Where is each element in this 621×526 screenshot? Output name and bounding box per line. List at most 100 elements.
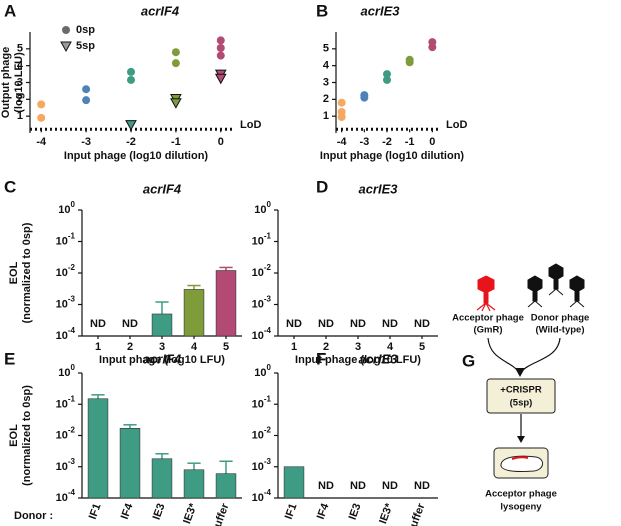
tick-base: 10	[56, 398, 68, 410]
y-tick-label: 3	[323, 76, 329, 88]
x-tick-label: IE3*	[181, 501, 200, 525]
y-tick-label: 10-2	[252, 263, 272, 279]
tick-exp: -1	[264, 394, 272, 403]
tick-base: 10	[254, 204, 266, 216]
y-tick-label: 2	[323, 93, 329, 105]
value-label: ND	[350, 318, 366, 330]
tick-exp: -1	[264, 232, 272, 241]
x-tick-label: -3	[359, 136, 369, 148]
tick-base: 10	[56, 461, 68, 473]
x-tick-label: 4	[387, 341, 394, 353]
x-tick-label: Buffer	[209, 501, 232, 526]
x-tick-label: IE3*	[377, 501, 396, 525]
x-tick-label: 0	[429, 136, 435, 148]
y-tick-label: 10-2	[56, 426, 76, 442]
x-tick-label: 3	[159, 341, 165, 353]
value-label: ND	[286, 318, 302, 330]
tick-exp: 0	[71, 363, 76, 372]
x-tick-label: IF4	[119, 501, 136, 521]
tick-base: 10	[56, 492, 68, 504]
point	[216, 36, 225, 45]
chart-title: acrIF4	[143, 181, 182, 196]
bar	[87, 398, 109, 499]
point	[170, 98, 182, 109]
y-tick-label: 100	[254, 200, 271, 216]
y-tick-label: 5	[323, 43, 329, 55]
y-tick-label: 10-1	[56, 232, 76, 248]
tick-base: 10	[252, 330, 264, 342]
point	[171, 59, 180, 68]
point	[383, 75, 391, 84]
point	[82, 85, 91, 94]
donor-label: Donor phage	[531, 313, 590, 324]
point	[337, 113, 346, 122]
tick-base: 10	[254, 367, 266, 379]
y-tick-label: 3	[17, 76, 23, 88]
tick-exp: 0	[71, 200, 76, 209]
y-tick-label: 4	[323, 60, 330, 72]
chart-title: acrIE3	[358, 351, 398, 366]
tick-base: 10	[58, 204, 70, 216]
x-tick-label: IF1	[283, 502, 300, 521]
y-tick-label: 10-4	[56, 326, 76, 342]
point	[171, 48, 180, 57]
x-tick-label: Buffer	[405, 501, 428, 526]
x-tick-label: -4	[337, 136, 348, 148]
x-tick-label: 2	[323, 341, 329, 353]
x-axis-label: Input phage (log10 dilution)	[64, 150, 209, 162]
legend-marker	[60, 41, 72, 53]
tick-exp: -3	[68, 457, 76, 466]
point	[37, 100, 46, 109]
tick-exp: -1	[68, 394, 76, 403]
tick-base: 10	[252, 492, 264, 504]
point	[37, 113, 46, 122]
point	[405, 58, 414, 67]
x-tick-label: IF1	[87, 502, 104, 521]
tick-exp: -2	[68, 426, 76, 435]
tick-base: 10	[58, 367, 70, 379]
crispr-label: (5sp)	[510, 398, 533, 409]
value-label: ND	[318, 480, 334, 492]
y-tick-label: 10-4	[252, 488, 272, 504]
tick-base: 10	[56, 235, 68, 247]
value-label: ND	[414, 480, 430, 492]
x-tick-label: 4	[191, 341, 198, 353]
bar	[215, 270, 237, 337]
prophage	[511, 456, 529, 460]
y-tick-label: 10-4	[252, 326, 272, 342]
panel-label: C	[4, 177, 16, 196]
y-axis-label: EOL	[8, 261, 20, 284]
arrow-head	[515, 368, 525, 377]
y-tick-label: 4	[17, 60, 24, 72]
y-tick-label: 2	[17, 93, 23, 105]
panel-label: F	[316, 349, 326, 368]
value-label: ND	[382, 480, 398, 492]
point	[127, 67, 135, 76]
x-tick-label: -4	[36, 136, 47, 148]
tick-exp: -4	[264, 326, 272, 335]
y-tick-label: 100	[58, 200, 75, 216]
point	[428, 43, 437, 52]
tick-exp: 0	[267, 200, 272, 209]
x-axis-label: Input phage (log10 LFU)	[295, 354, 421, 366]
donor-label: (Wild-type)	[536, 325, 585, 336]
crispr-box	[486, 378, 556, 414]
legend-label: 0sp	[76, 24, 95, 36]
y-tick-label: 10-1	[252, 232, 272, 248]
y-axis-label: EOL	[8, 424, 20, 447]
x-tick-label: -1	[405, 136, 415, 148]
tick-exp: -2	[68, 263, 76, 272]
x-tick-label: IE3	[347, 502, 364, 522]
point	[337, 98, 346, 107]
panel-label: E	[4, 349, 15, 368]
tick-base: 10	[252, 298, 264, 310]
tick-exp: -4	[264, 488, 272, 497]
acceptor-label: Acceptor phage	[452, 313, 524, 324]
y-tick-label: 10-3	[56, 457, 76, 473]
y-tick-label: 10-1	[56, 394, 76, 410]
diagram-g: G Acceptor phage (GmR) Donor phage (Wild…	[452, 263, 590, 513]
